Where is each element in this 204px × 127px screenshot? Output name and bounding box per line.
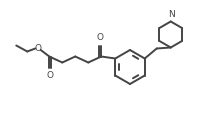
Text: O: O xyxy=(47,71,53,80)
Text: O: O xyxy=(96,33,103,42)
Text: O: O xyxy=(35,44,42,53)
Text: N: N xyxy=(167,10,174,19)
